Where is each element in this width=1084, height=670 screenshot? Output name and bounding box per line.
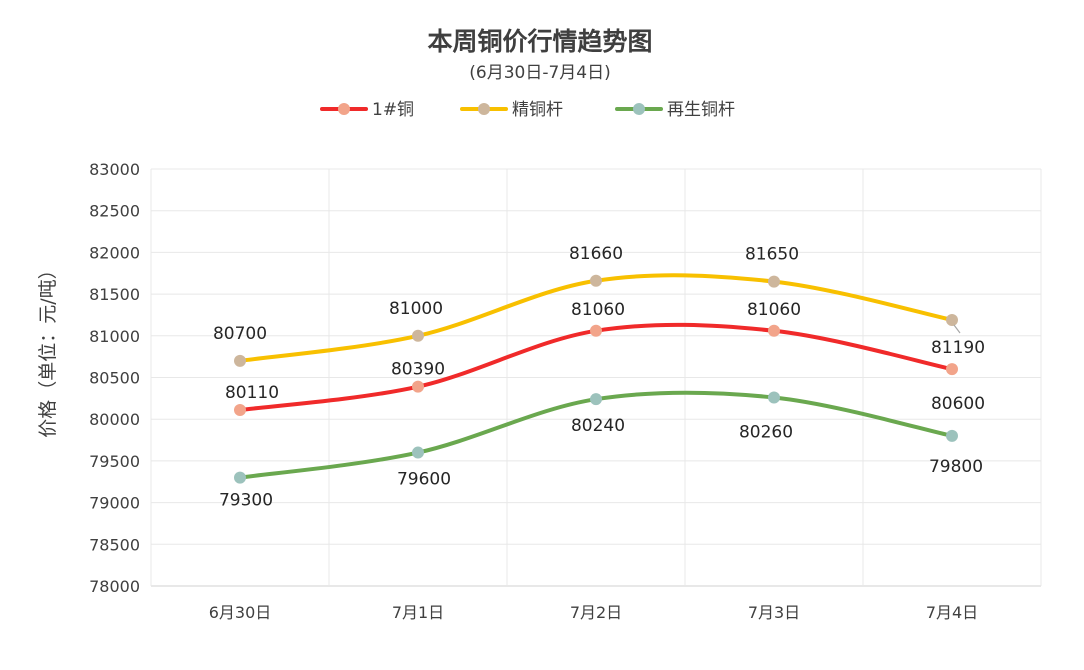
data-point (590, 324, 602, 337)
y-axis-ticks: 78000 78500 79000 79500 80000 80500 81000 81500… (89, 160, 140, 596)
y-tick-label: 82500 (89, 202, 140, 221)
data-point (234, 404, 246, 417)
data-label: 80260 (739, 423, 793, 443)
legend-marker (633, 103, 645, 115)
y-axis-label: 价格（单位：元/吨） (37, 260, 59, 437)
data-label: 79300 (219, 491, 273, 511)
legend-label: 精铜杆 (512, 100, 563, 120)
legend-marker (478, 103, 490, 115)
label-leader-line (953, 324, 961, 334)
y-tick-label: 82000 (89, 243, 140, 262)
legend-marker (338, 103, 350, 115)
y-tick-label: 83000 (89, 160, 140, 179)
data-point (768, 275, 780, 288)
legend-label: 1#铜 (372, 100, 414, 120)
data-label: 81190 (931, 338, 985, 358)
data-label: 80700 (213, 324, 267, 344)
y-tick-label: 80500 (89, 369, 140, 388)
data-point (768, 391, 780, 404)
data-label: 81650 (745, 245, 799, 265)
data-label: 80240 (571, 416, 625, 436)
legend-item: 精铜杆 (460, 100, 563, 120)
data-point (412, 380, 424, 393)
data-markers (234, 274, 958, 484)
y-tick-label: 80000 (89, 410, 140, 429)
data-point (234, 354, 246, 367)
data-point (234, 471, 246, 484)
legend: 1#铜 精铜杆 再生铜杆 (320, 100, 735, 120)
y-tick-label: 81500 (89, 285, 140, 304)
x-tick-label: 7月3日 (748, 603, 800, 622)
data-point (412, 329, 424, 342)
y-tick-label: 79500 (89, 452, 140, 471)
data-label: 80600 (931, 394, 985, 414)
y-tick-label: 79000 (89, 494, 140, 513)
chart-title: 本周铜价行情趋势图 (427, 27, 652, 56)
chart-subtitle: (6月30日-7月4日) (469, 63, 610, 83)
legend-item: 再生铜杆 (615, 100, 735, 120)
x-tick-label: 6月30日 (209, 603, 272, 622)
data-label: 81060 (571, 300, 625, 320)
legend-label: 再生铜杆 (667, 100, 735, 120)
data-point (946, 363, 958, 376)
y-tick-label: 78500 (89, 535, 140, 554)
data-label: 81000 (389, 299, 443, 319)
x-tick-label: 7月4日 (926, 603, 978, 622)
data-label: 81660 (569, 244, 623, 264)
data-point (412, 446, 424, 459)
x-axis-ticks: 6月30日 7月1日 7月2日 7月3日 7月4日 (209, 603, 978, 622)
data-label: 79600 (397, 470, 451, 490)
data-point (946, 429, 958, 442)
legend-item: 1#铜 (320, 100, 414, 120)
data-label: 81060 (747, 300, 801, 320)
x-tick-label: 7月1日 (392, 603, 444, 622)
data-point (590, 393, 602, 406)
y-tick-label: 78000 (89, 577, 140, 596)
data-label: 80390 (391, 360, 445, 380)
gridlines (150, 168, 1042, 587)
data-point (768, 324, 780, 337)
y-tick-label: 81000 (89, 327, 140, 346)
data-label: 80110 (225, 383, 279, 403)
x-tick-label: 7月2日 (570, 603, 622, 622)
data-label: 79800 (929, 457, 983, 477)
data-labels: 80110 80390 81060 81060 80600 80700 81000 81660… (213, 244, 985, 511)
data-point (590, 274, 602, 287)
data-point (946, 313, 958, 326)
